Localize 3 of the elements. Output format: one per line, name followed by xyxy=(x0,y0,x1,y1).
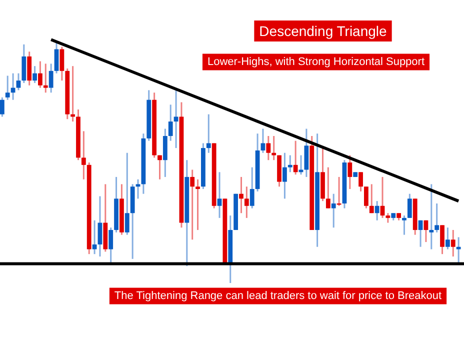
text: Lower-Highs, with Strong Horizontal Support xyxy=(207,56,425,68)
chart-title: Descending Triangle xyxy=(259,23,388,39)
text: The Tightening Range can lead traders to wait for price to Breakout xyxy=(114,290,442,302)
